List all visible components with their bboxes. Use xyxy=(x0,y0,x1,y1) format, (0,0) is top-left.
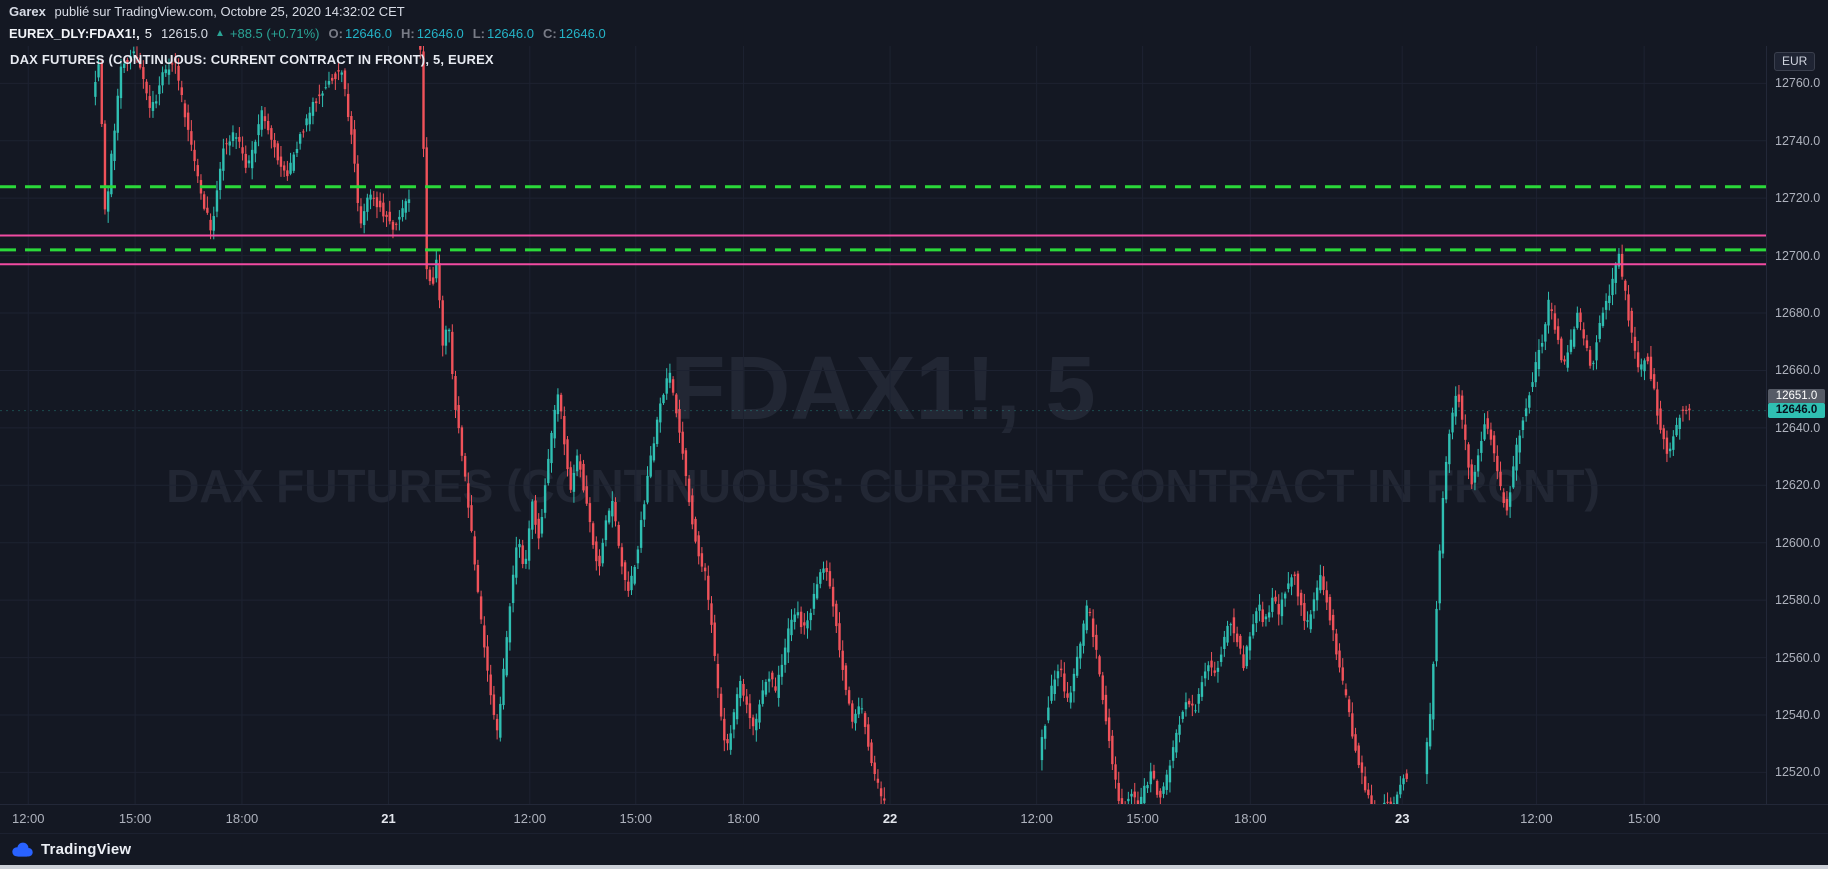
price-tick: 12660.0 xyxy=(1775,363,1821,378)
chart-main-row: FDAX1!, 5 DAX FUTURES (CONTINUOUS: CURRE… xyxy=(0,46,1828,804)
chart-area[interactable]: FDAX1!, 5 DAX FUTURES (CONTINUOUS: CURRE… xyxy=(0,46,1766,804)
time-label: 15:00 xyxy=(1627,811,1661,826)
high-label: H: xyxy=(400,26,415,41)
high-field: H: 12646.0 xyxy=(401,23,464,45)
last-price-badge: 12646.0 xyxy=(1768,403,1825,419)
currency-label: EUR xyxy=(1774,52,1816,71)
time-label: 12:00 xyxy=(1020,811,1053,826)
open-value: 12646.0 xyxy=(344,26,392,41)
time-label: 15:00 xyxy=(118,811,152,826)
tradingview-cloud-logo-icon[interactable] xyxy=(10,841,34,858)
close-field: C: 12646.0 xyxy=(543,23,606,45)
high-value: 12646.0 xyxy=(416,26,464,41)
time-label: 18:00 xyxy=(727,811,760,826)
open-label: O: xyxy=(328,26,343,41)
chart-title: DAX FUTURES (CONTINUOUS: CURRENT CONTRAC… xyxy=(10,52,494,67)
grid xyxy=(0,46,1766,804)
candlesticks xyxy=(94,46,1691,804)
author-name: Garex xyxy=(9,4,46,19)
time-label: 15:00 xyxy=(619,811,653,826)
legend-last-price: 12615.0 xyxy=(160,26,208,41)
price-level-badge: 12651.0 xyxy=(1768,388,1825,404)
price-tick: 12640.0 xyxy=(1775,420,1821,435)
attribution-bar: Garex publié sur TradingView.com, Octobr… xyxy=(0,0,1828,22)
price-tick: 12520.0 xyxy=(1775,765,1821,780)
price-tick: 12700.0 xyxy=(1775,248,1821,263)
symbol-legend-bar: EUREX_DLY:FDAX1!, 5 12615.0 ▲ +88.5 (+0.… xyxy=(0,22,1828,46)
price-tick: 12720.0 xyxy=(1775,191,1821,206)
low-value: 12646.0 xyxy=(486,26,534,41)
time-label-day: 22 xyxy=(882,811,898,826)
price-axis[interactable]: EUR 12760.0 12740.0 12720.0 12700.0 12680.0 1… xyxy=(1766,46,1828,804)
price-tick: 12680.0 xyxy=(1775,306,1821,321)
close-value: 12646.0 xyxy=(558,26,606,41)
price-tick: 12580.0 xyxy=(1775,593,1821,608)
tradingview-brand[interactable]: TradingView xyxy=(41,841,132,858)
price-tick: 12760.0 xyxy=(1775,76,1821,91)
low-field: L: 12646.0 xyxy=(473,23,534,45)
time-label-day: 21 xyxy=(381,811,396,826)
symbol-name[interactable]: EUREX_DLY:FDAX1!, xyxy=(9,26,140,41)
price-tick: 12540.0 xyxy=(1775,707,1821,722)
open-field: O: 12646.0 xyxy=(329,23,392,45)
footer-bar: TradingView xyxy=(0,833,1828,865)
price-change: +88.5 (+0.71%) xyxy=(229,26,320,41)
price-tick: 12740.0 xyxy=(1775,133,1821,148)
time-label-day: 23 xyxy=(1394,811,1410,826)
time-axis[interactable]: 12:00 15:00 18:00 21 12:00 15:00 18:00 22 12:00 1… xyxy=(0,804,1828,833)
price-tick: 12560.0 xyxy=(1775,650,1821,665)
time-label: 12:00 xyxy=(11,811,45,826)
change-up-arrow-icon: ▲ xyxy=(214,28,225,39)
price-tick: 12620.0 xyxy=(1775,478,1821,493)
close-label: C: xyxy=(542,26,557,41)
time-label: 12:00 xyxy=(513,811,547,826)
attribution-text: publié sur TradingView.com, Octobre 25, … xyxy=(54,4,405,19)
time-label: 18:00 xyxy=(225,811,259,826)
interval-label: 5 xyxy=(144,26,152,41)
time-label: 18:00 xyxy=(1234,811,1267,826)
window-bottom-edge xyxy=(0,865,1828,869)
time-label: 15:00 xyxy=(1126,811,1159,826)
price-tick: 12600.0 xyxy=(1775,535,1821,550)
low-label: L: xyxy=(472,26,485,41)
time-label: 12:00 xyxy=(1520,811,1553,826)
chart-canvas[interactable] xyxy=(0,46,1766,804)
